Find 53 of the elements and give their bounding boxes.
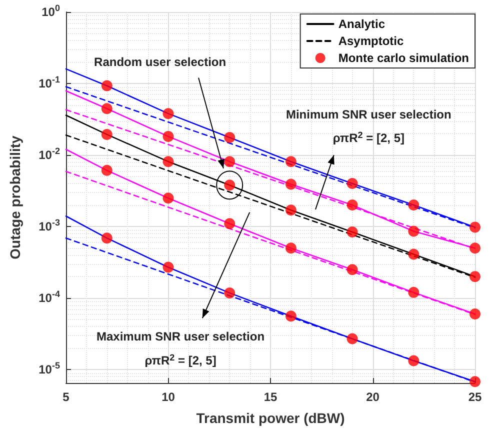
point xyxy=(101,103,112,114)
point xyxy=(346,178,358,190)
point xyxy=(101,232,112,244)
point xyxy=(224,218,236,230)
x-tick-label: 25 xyxy=(468,390,482,404)
y-tick-label: 10$^{-3}$ xyxy=(38,218,60,234)
point xyxy=(101,128,112,140)
point xyxy=(346,264,358,276)
point xyxy=(285,156,296,168)
x-axis-title: Transmit power (dBW) xyxy=(196,410,345,426)
point xyxy=(224,287,236,298)
legend-label: Monte carlo simulation xyxy=(338,51,470,65)
legend-label: Analytic xyxy=(338,17,386,31)
y-tick-label: 10$^{-5}$ xyxy=(38,360,60,377)
annotation: Maximum SNR user selection xyxy=(96,330,265,344)
point xyxy=(285,178,296,190)
point xyxy=(408,286,420,298)
point xyxy=(162,156,174,168)
point xyxy=(162,108,174,120)
point xyxy=(408,200,420,211)
point xyxy=(346,226,358,238)
point xyxy=(285,204,296,216)
point xyxy=(224,132,236,143)
point xyxy=(285,242,296,254)
point xyxy=(285,310,296,322)
y-axis-title: Outage probability xyxy=(7,135,23,260)
annotation: Minimum SNR user selection xyxy=(286,107,452,122)
y-tick-label: 10$^{-4}$ xyxy=(38,289,60,306)
x-tick-label: 5 xyxy=(62,390,70,404)
point xyxy=(470,271,480,282)
point xyxy=(470,376,480,388)
point xyxy=(162,130,174,142)
y-tick-label: 10$^{0}$ xyxy=(42,3,60,19)
x-tick-label: 15 xyxy=(264,390,278,404)
point xyxy=(470,308,480,320)
point xyxy=(162,192,174,204)
point xyxy=(470,222,480,233)
point xyxy=(101,80,112,92)
point xyxy=(408,248,420,260)
point xyxy=(162,262,174,273)
point xyxy=(408,355,420,366)
point xyxy=(346,200,358,211)
annotation: Random user selection xyxy=(94,55,226,70)
point xyxy=(470,242,480,254)
point xyxy=(101,164,112,176)
x-tick-label: 20 xyxy=(366,390,380,404)
point xyxy=(224,156,236,168)
point xyxy=(346,333,358,344)
y-tick-label: 10$^{-2}$ xyxy=(38,146,60,162)
x-tick-label: 10 xyxy=(162,390,176,404)
legend-label: Asymptotic xyxy=(338,34,404,48)
point xyxy=(408,226,420,237)
y-tick-label: 10$^{-1}$ xyxy=(38,74,60,91)
